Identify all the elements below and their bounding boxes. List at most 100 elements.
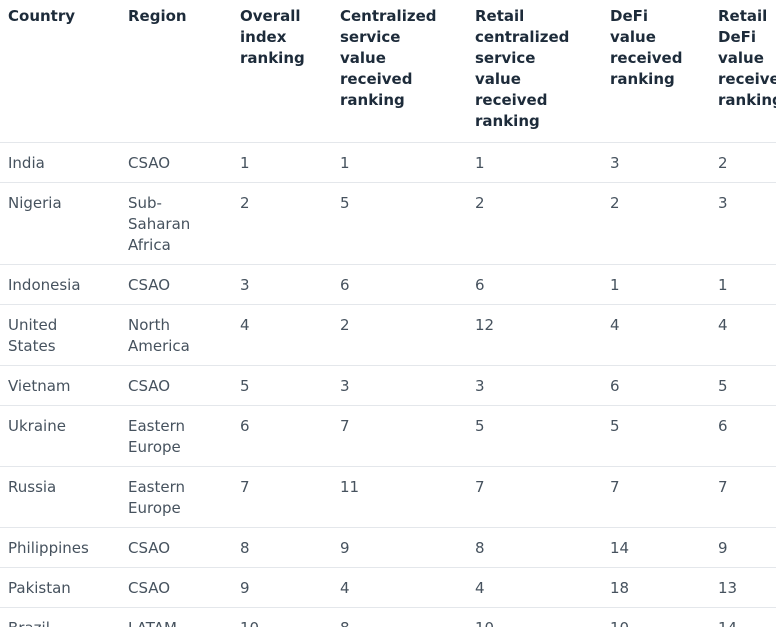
header-cell: Retail centralized service value receive…: [475, 0, 610, 143]
table-cell: 4: [240, 304, 340, 366]
cell-text: 2: [340, 316, 350, 334]
cell-text: 6: [240, 417, 250, 435]
cell-text: 9: [240, 579, 250, 597]
header-cell: Overall index ranking: [240, 0, 340, 143]
table-row: Ukraine Eastern Europe 6 7 5 5 6: [0, 405, 776, 467]
cell-text: Philippines: [8, 539, 89, 557]
cell-text: 2: [240, 194, 250, 212]
table-cell: 7: [718, 466, 776, 528]
table-cell: 2: [718, 142, 776, 183]
table-cell: 6: [718, 405, 776, 467]
cell-text: 5: [610, 417, 620, 435]
header-cell: Region: [128, 0, 240, 143]
table-cell: 9: [240, 567, 340, 608]
table-cell: 14: [718, 607, 776, 627]
table-cell: CSAO: [128, 527, 240, 568]
cell-text: 3: [610, 154, 620, 172]
cell-text: 7: [718, 478, 728, 496]
table-row: Indonesia CSAO 3 6 6 1 1: [0, 264, 776, 305]
cell-text: 1: [475, 154, 485, 172]
table-cell: 2: [340, 304, 475, 366]
table-body: India CSAO 1 1 1 3 2 Nigeria Sub-Saharan Africa 2…: [0, 142, 776, 627]
cell-text: 5: [340, 194, 350, 212]
table-cell: 1: [718, 264, 776, 305]
table-row: Russia Eastern Europe 7 11 7 7 7: [0, 466, 776, 528]
cell-text: LATAM: [128, 618, 213, 627]
table-cell: Ukraine: [0, 405, 128, 467]
table-cell: Pakistan: [0, 567, 128, 608]
cell-text: CSAO: [128, 154, 171, 172]
table-cell: 2: [475, 182, 610, 265]
table-cell: 1: [610, 264, 718, 305]
cell-text: Nigeria: [8, 194, 62, 212]
cell-text: 9: [340, 539, 350, 557]
table-row: India CSAO 1 1 1 3 2: [0, 142, 776, 183]
cell-text: 5: [475, 417, 485, 435]
cell-text: 10: [240, 618, 320, 627]
cell-text: CSAO: [128, 539, 171, 557]
header-row: Country Region Overall index ranking Centra…: [0, 0, 776, 143]
cell-text: Russia: [8, 478, 57, 496]
cell-text: 1: [718, 276, 728, 294]
cell-text: 1: [610, 276, 620, 294]
header-text: Country: [8, 7, 76, 25]
table-cell: 4: [610, 304, 718, 366]
cell-text: United States: [8, 316, 58, 355]
header-cell: Country: [0, 0, 128, 143]
header-cell: Retail DeFi value received ranking: [718, 0, 776, 143]
cell-text: 6: [718, 417, 728, 435]
table-cell: 6: [610, 365, 718, 406]
cell-text: 6: [610, 377, 620, 395]
table-cell: 8: [340, 607, 475, 627]
cell-text: 7: [340, 417, 350, 435]
table-cell: 11: [340, 466, 475, 528]
cell-text: 3: [240, 276, 250, 294]
cell-text: 3: [718, 194, 728, 212]
cell-text: 4: [340, 579, 350, 597]
cell-text: 7: [475, 478, 485, 496]
header-text: Retail centralized service value receive…: [475, 7, 570, 130]
table-cell: 9: [718, 527, 776, 568]
header-text: Centralized service value received ranki…: [340, 7, 437, 109]
cell-text: 11: [340, 478, 360, 496]
table-cell: 5: [610, 405, 718, 467]
cell-text: 8: [240, 539, 250, 557]
table-cell: 10: [240, 607, 340, 627]
table-cell: Eastern Europe: [128, 466, 240, 528]
table-cell: CSAO: [128, 264, 240, 305]
table-cell: 4: [475, 567, 610, 608]
cell-text: 9: [718, 539, 728, 557]
table-cell: 3: [340, 365, 475, 406]
table-row: Nigeria Sub-Saharan Africa 2 5 2 2 3: [0, 182, 776, 265]
cell-text: CSAO: [128, 377, 171, 395]
table-row: Philippines CSAO 8 9 8 14 9: [0, 527, 776, 568]
table-cell: 8: [475, 527, 610, 568]
table-cell: Nigeria: [0, 182, 128, 265]
table-cell: 3: [475, 365, 610, 406]
cell-text: 4: [240, 316, 250, 334]
table-cell: CSAO: [128, 142, 240, 183]
table-row: Pakistan CSAO 9 4 4 18 13: [0, 567, 776, 608]
cell-text: 12: [475, 316, 495, 334]
cell-text: 4: [610, 316, 620, 334]
table-cell: Brazil: [0, 607, 128, 627]
table-cell: 4: [340, 567, 475, 608]
cell-text: North America: [128, 316, 190, 355]
cell-text: 1: [240, 154, 250, 172]
table-row: Vietnam CSAO 5 3 3 6 5: [0, 365, 776, 406]
table-cell: 1: [240, 142, 340, 183]
table-cell: Vietnam: [0, 365, 128, 406]
header-text: Region: [128, 7, 187, 25]
cell-text: 4: [718, 316, 728, 334]
table-row: Brazil LATAM 10 8 10 10 14: [0, 607, 776, 627]
cell-text: 5: [240, 377, 250, 395]
cell-text: 10: [610, 618, 690, 627]
table-cell: 5: [240, 365, 340, 406]
cell-text: Eastern Europe: [128, 478, 186, 517]
table-cell: CSAO: [128, 365, 240, 406]
table-cell: 3: [610, 142, 718, 183]
cell-text: 14: [718, 618, 776, 627]
table-row: United States North America 4 2 12 4 4: [0, 304, 776, 366]
